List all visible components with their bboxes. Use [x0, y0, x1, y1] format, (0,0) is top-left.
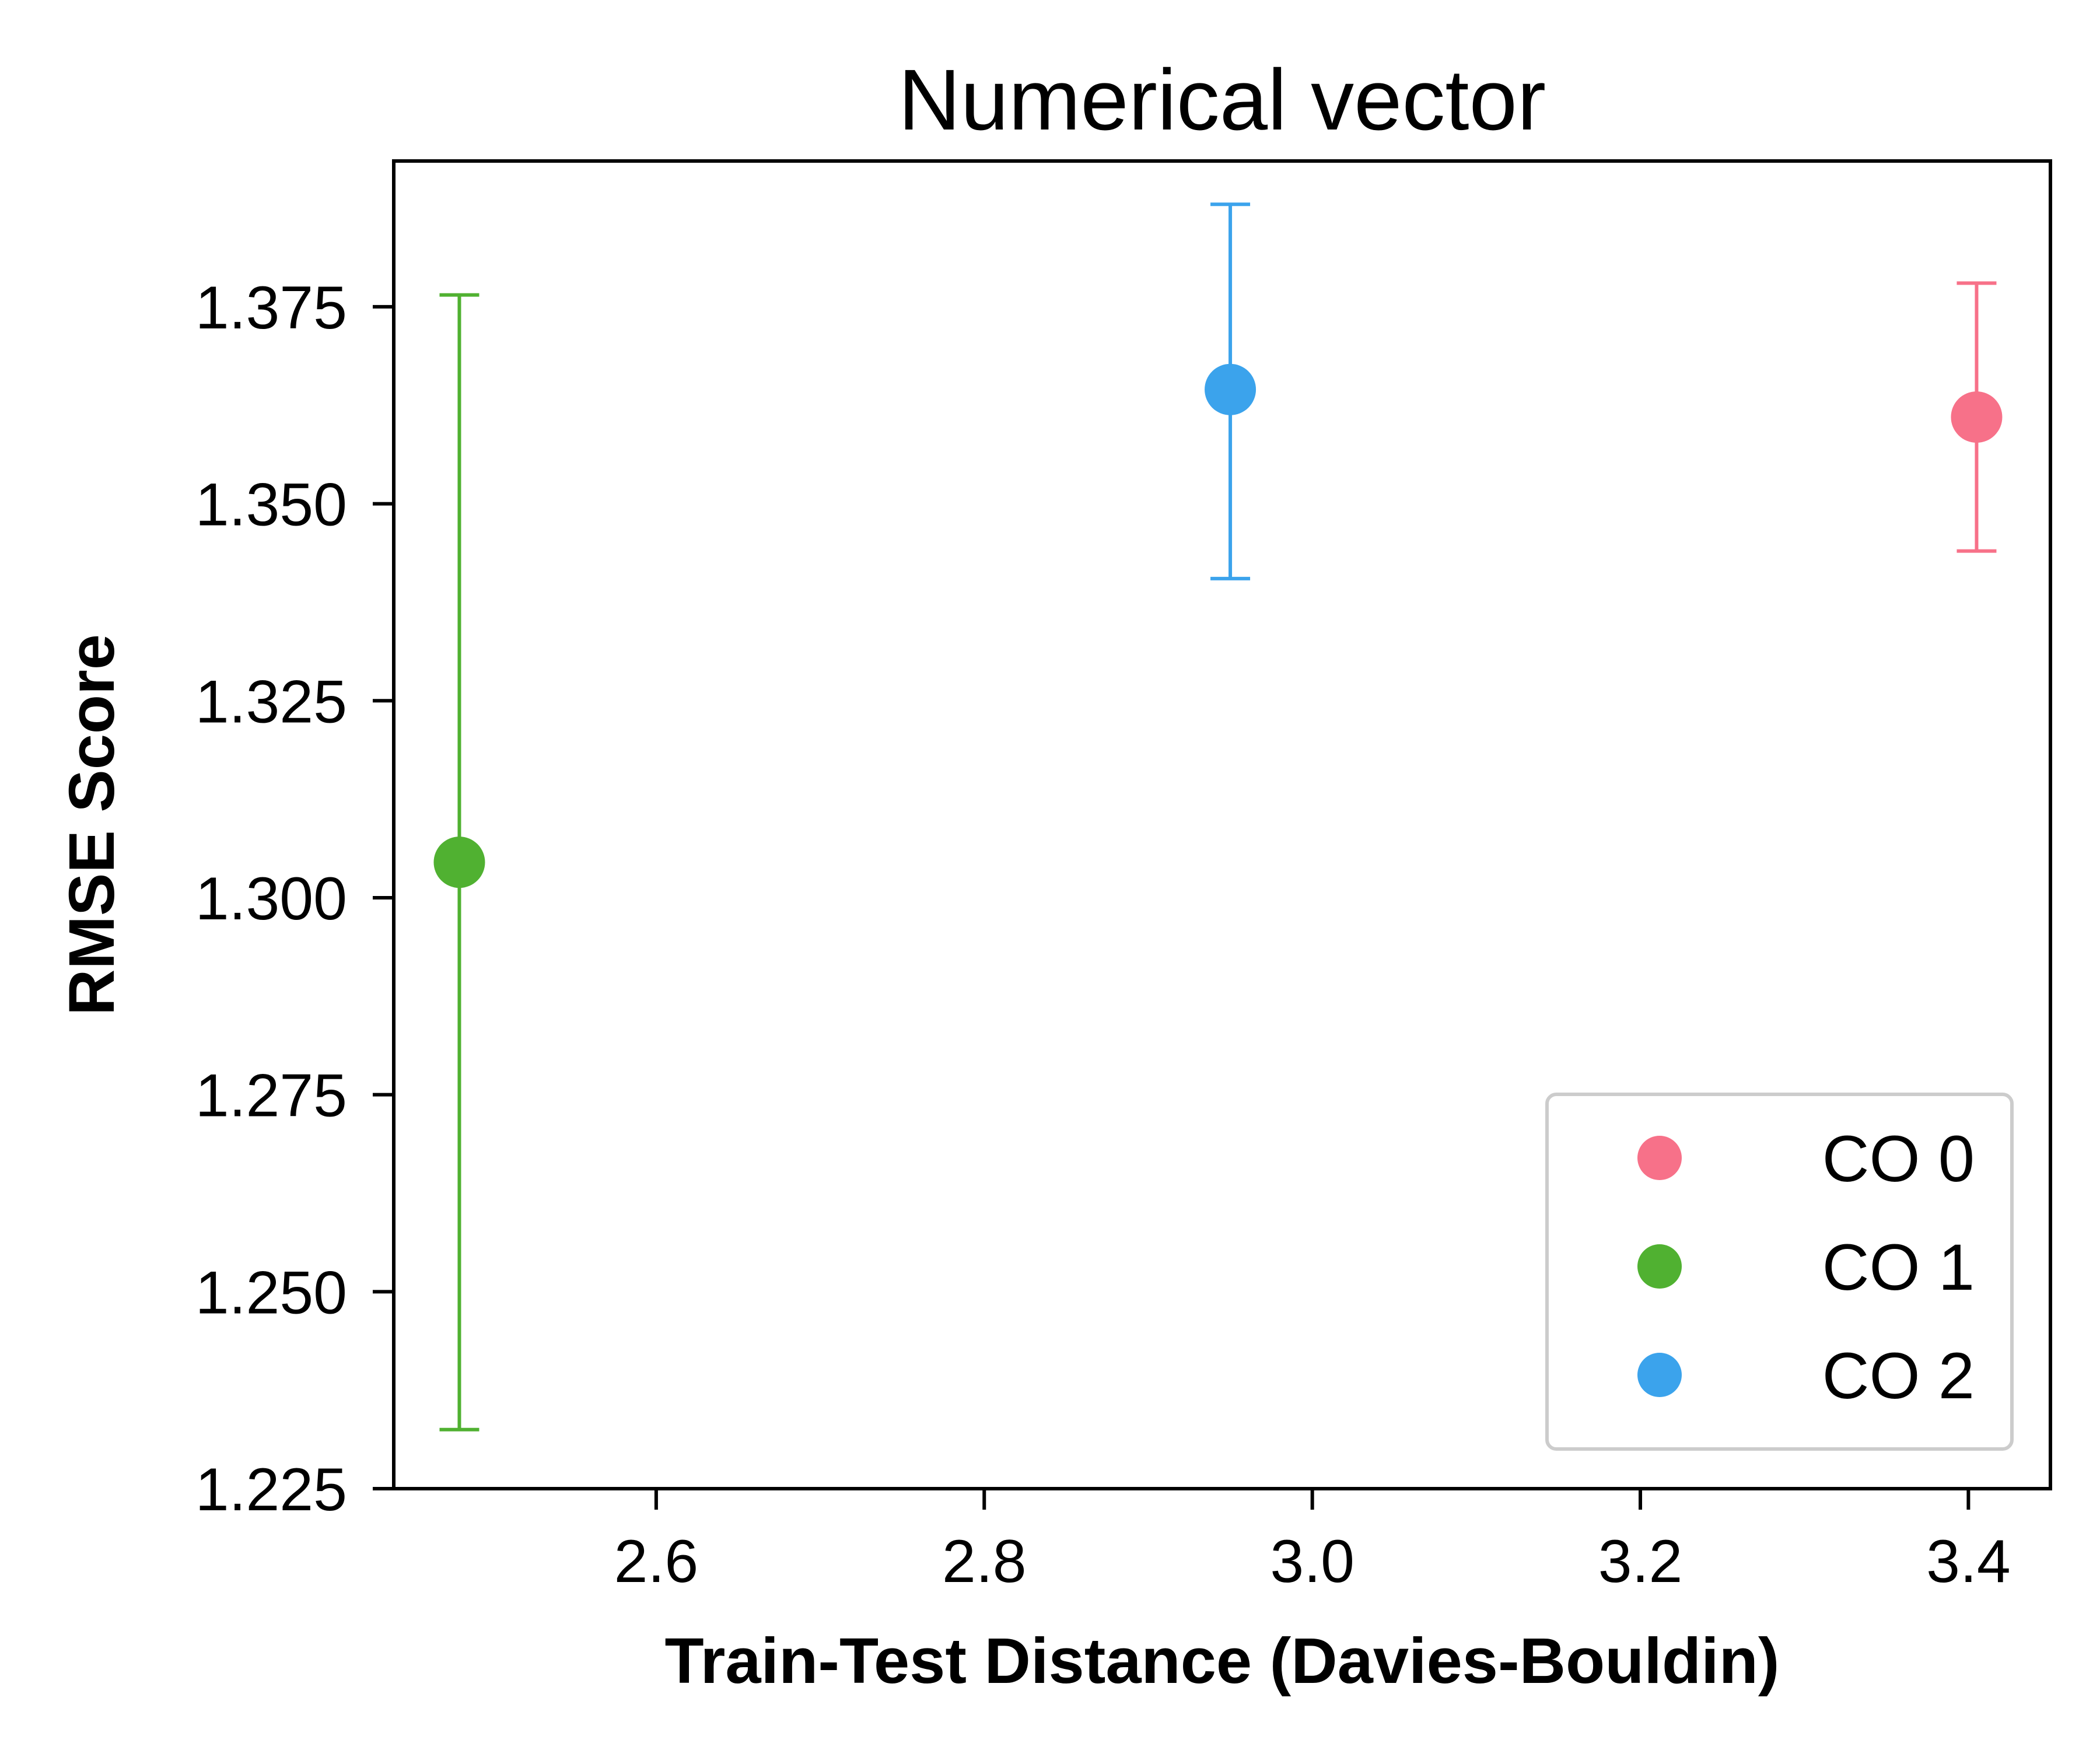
- legend-label: CO 0: [1822, 1122, 1975, 1195]
- x-tick-label: 3.4: [1926, 1528, 2011, 1595]
- legend: CO 0 CO 1 CO 2: [1545, 1093, 2014, 1451]
- x-tick-label: 2.8: [942, 1528, 1027, 1595]
- legend-label: CO 1: [1822, 1231, 1975, 1304]
- y-tick-label: 1.325: [195, 668, 347, 736]
- data-point: [1951, 391, 2003, 443]
- data-point: [1205, 363, 1256, 415]
- x-tick-label: 3.0: [1270, 1528, 1354, 1595]
- x-tick-label: 2.6: [614, 1528, 699, 1595]
- legend-marker: [1637, 1353, 1682, 1397]
- plot-area-frame: [392, 159, 2052, 1490]
- x-axis-label: Train-Test Distance (Davies-Bouldin): [664, 1625, 1779, 1697]
- y-tick-label: 1.350: [195, 471, 347, 539]
- y-tick-label: 1.225: [195, 1456, 347, 1524]
- y-tick-label: 1.300: [195, 865, 347, 933]
- y-tick-label: 1.250: [195, 1259, 347, 1326]
- legend-label: CO 2: [1822, 1339, 1975, 1412]
- y-tick-label: 1.275: [195, 1062, 347, 1130]
- legend-marker: [1637, 1244, 1682, 1289]
- x-axis-ticks: 2.6 2.8 3.0 3.2 3.4: [614, 1489, 2011, 1595]
- plot-marks: [433, 202, 2003, 1432]
- x-tick-label: 3.2: [1598, 1528, 1683, 1595]
- legend-marker: [1637, 1136, 1682, 1180]
- y-axis-label: RMSE Score: [56, 634, 128, 1016]
- chart-title: Numerical vector: [898, 52, 1546, 148]
- y-axis-ticks: 1.225 1.250 1.275 1.300 1.325 1.350 1.375: [195, 274, 394, 1524]
- y-tick-label: 1.375: [195, 274, 347, 342]
- data-point: [433, 836, 485, 888]
